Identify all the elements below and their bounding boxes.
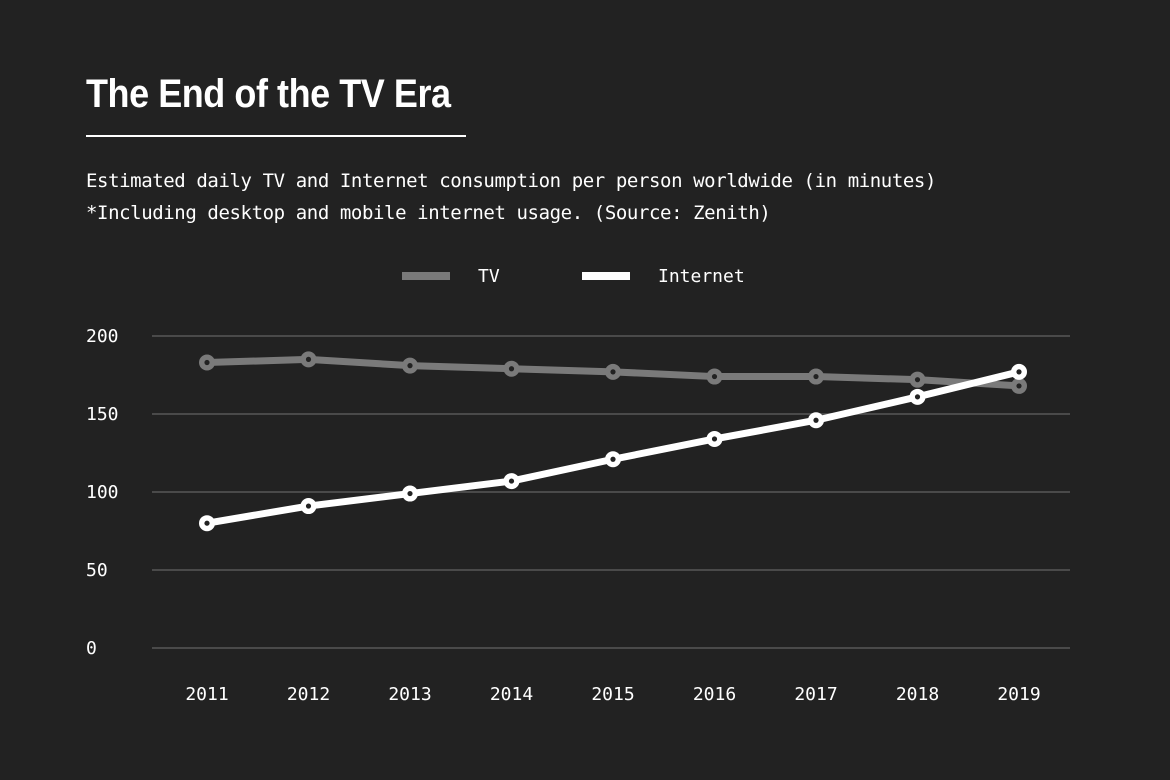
legend-label-internet: Internet (658, 266, 745, 287)
tv-point-center (914, 377, 921, 383)
tv-point-center (407, 363, 413, 369)
grid-lines (152, 335, 1070, 649)
tv-point-center (610, 369, 616, 375)
series-lines (199, 351, 1027, 532)
x-tick-label: 2014 (490, 684, 533, 705)
y-tick-label: 100 (86, 482, 119, 503)
y-tick-label: 150 (86, 404, 119, 425)
legend-swatch-tv (402, 272, 450, 280)
x-tick-label: 2016 (693, 684, 736, 705)
chart-footnote: *Including desktop and mobile internet u… (86, 202, 771, 224)
internet-point-center (711, 436, 718, 442)
chart-title: The End of the TV Era (86, 72, 451, 116)
x-tick-label: 2012 (287, 684, 330, 705)
y-tick-label: 200 (86, 326, 119, 347)
internet-point-center (508, 478, 515, 484)
legend-label-tv: TV (478, 266, 500, 287)
chart-subtitle: Estimated daily TV and Internet consumpt… (86, 170, 937, 192)
series-internet (199, 363, 1027, 532)
tv-point-center (813, 373, 819, 380)
tv-point-center (204, 359, 210, 366)
y-axis: 0 50 100 150 200 (86, 326, 119, 659)
x-tick-label: 2018 (896, 684, 939, 705)
internet-line (203, 368, 1023, 527)
x-tick-label: 2015 (591, 684, 634, 705)
tv-point-center (508, 366, 515, 372)
x-tick-label: 2013 (388, 684, 431, 705)
y-tick-label: 0 (86, 638, 97, 659)
tv-point-center (1016, 383, 1022, 389)
title-underline (86, 135, 466, 137)
x-tick-label: 2017 (794, 684, 837, 705)
tv-point-center (305, 356, 312, 362)
internet-point-center (204, 520, 210, 526)
y-tick-label: 50 (86, 560, 108, 581)
legend-swatch-internet (582, 272, 630, 280)
tv-point-center (711, 373, 718, 380)
internet-point-center (305, 503, 312, 509)
series-tv (199, 351, 1027, 394)
x-tick-label: 2019 (997, 684, 1040, 705)
internet-point-center (813, 417, 819, 423)
internet-point-center (407, 490, 413, 497)
internet-point-center (610, 456, 616, 462)
internet-point-center (914, 394, 921, 400)
internet-point-center (1016, 369, 1022, 375)
legend: TV Internet (402, 266, 745, 287)
x-axis: 2011 2012 2013 2014 2015 2016 2017 2018 2019 (185, 684, 1040, 705)
x-tick-label: 2011 (185, 684, 228, 705)
